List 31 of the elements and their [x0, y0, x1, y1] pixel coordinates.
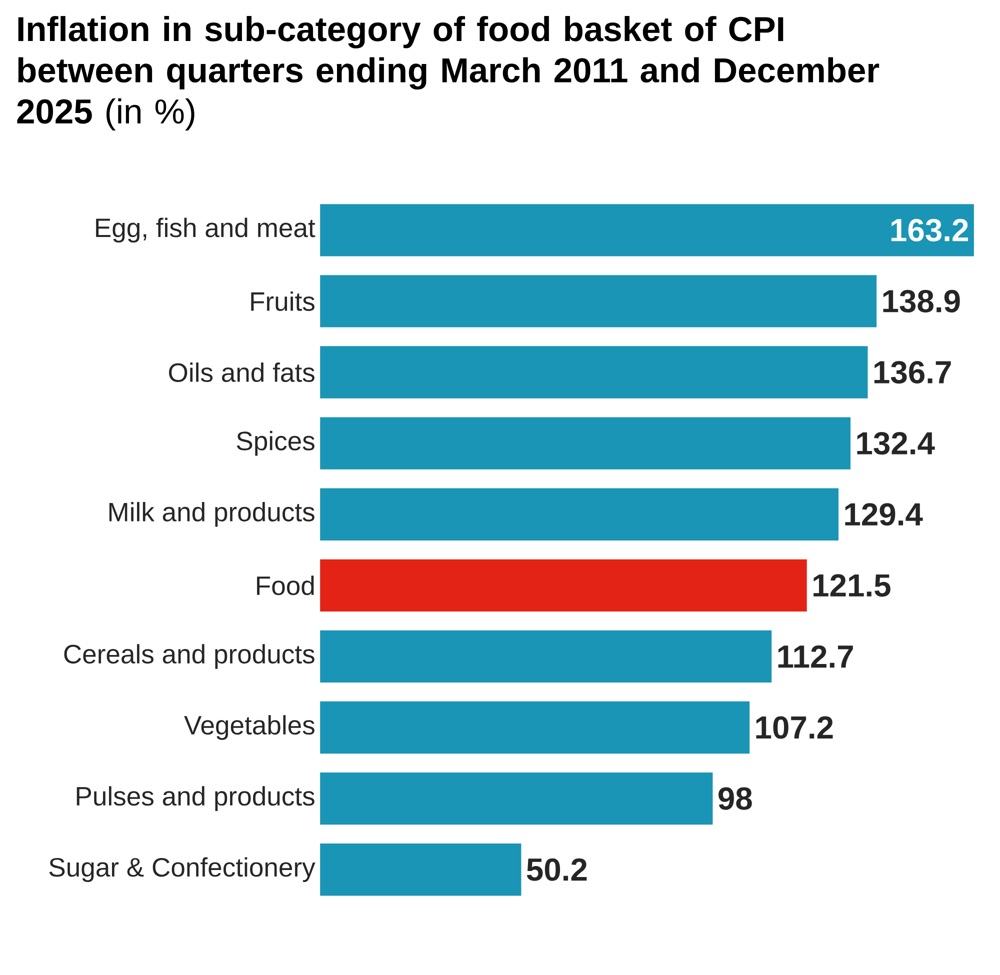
data-label: 50.2: [526, 858, 587, 881]
bar: [320, 701, 750, 754]
bar: [320, 630, 772, 683]
y-tick-label: Cereals and products: [64, 644, 314, 669]
bar: [320, 346, 868, 398]
bar: [320, 488, 839, 540]
bar: [320, 275, 877, 328]
data-label: 132.4: [857, 432, 935, 455]
y-tick-label: Food: [257, 576, 314, 596]
bar: [320, 844, 522, 896]
y-tick-label: Vegetables: [184, 715, 314, 740]
y-tick-label: Spices: [236, 430, 314, 456]
y-tick-label: Fruits: [251, 291, 314, 311]
y-tick-label: Egg, fish and meat: [96, 218, 316, 243]
bar: [320, 772, 713, 825]
data-label: 121.5: [814, 574, 890, 597]
data-label: 138.9: [883, 290, 960, 312]
y-tick-label: Pulses and products: [76, 786, 314, 811]
y-tick-label: Oils and fats: [169, 362, 314, 382]
data-label: 136.7: [874, 360, 951, 384]
bar: [320, 417, 851, 470]
data-label: 112.7: [778, 645, 853, 668]
chart-title: Inflation in sub-category of food basket of CPI between quarters ending March 2011 and December 2025 (in %): [17, 16, 880, 131]
data-label: 163.2: [891, 218, 968, 242]
y-tick-label: Sugar & Confectionery: [49, 857, 316, 882]
data-label: 129.4: [845, 503, 923, 526]
data-label: 98: [718, 787, 752, 810]
bar: [320, 559, 807, 612]
bar: [320, 204, 974, 256]
data-label: 107.2: [756, 716, 833, 739]
y-tick-label: Milk and products: [109, 502, 314, 527]
